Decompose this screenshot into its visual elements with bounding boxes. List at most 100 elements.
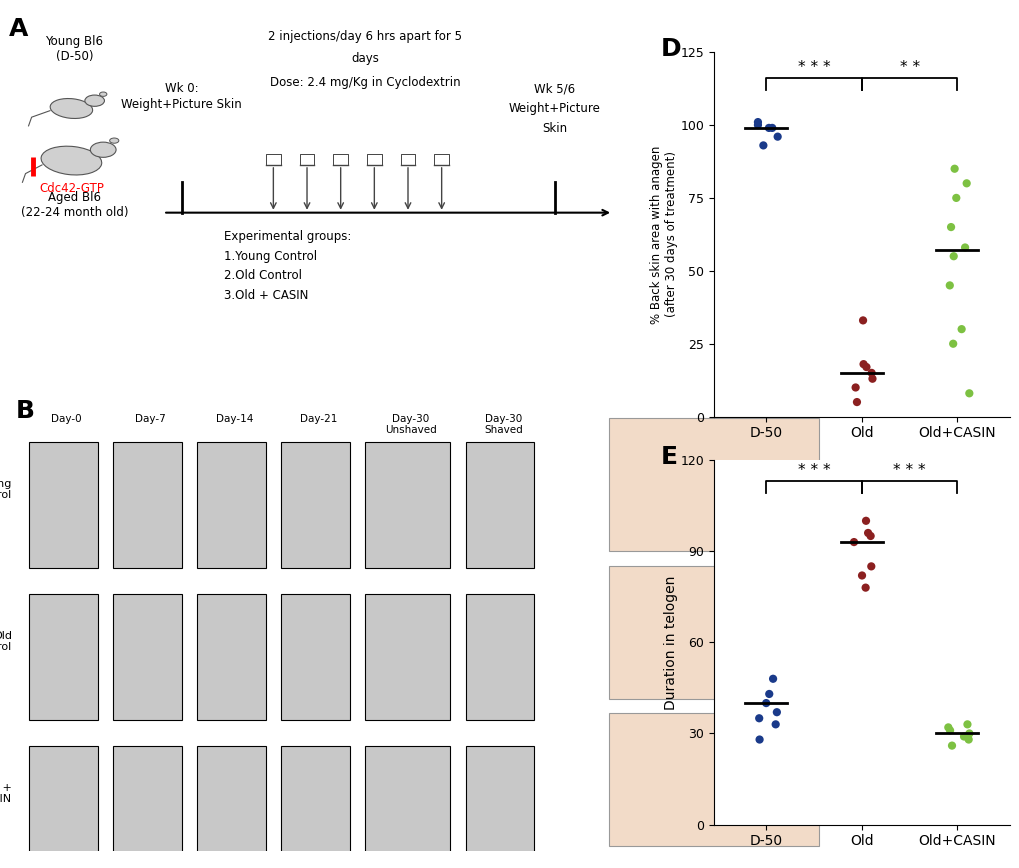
Bar	[280, 594, 350, 720]
Bar	[113, 594, 181, 720]
Point	[763, 121, 780, 135]
Point	[859, 526, 875, 540]
Point	[857, 360, 873, 374]
Ellipse shape	[91, 142, 116, 157]
Ellipse shape	[50, 99, 93, 118]
Text: Day-0: Day-0	[51, 413, 82, 424]
Text: * * *: * * *	[797, 61, 829, 76]
Point	[766, 717, 783, 731]
Text: B: B	[16, 399, 36, 424]
Point	[960, 733, 976, 746]
Text: A: A	[9, 17, 29, 42]
Bar	[465, 594, 534, 720]
Point	[941, 279, 957, 293]
Text: Old
Control: Old Control	[0, 631, 12, 653]
Text: * *: * *	[899, 61, 919, 76]
Text: Day-14: Day-14	[216, 413, 253, 424]
Point	[960, 386, 976, 400]
Point	[960, 727, 976, 740]
Bar	[113, 442, 181, 568]
Y-axis label: % Back skin area with anagen
(after 30 days of treatment): % Back skin area with anagen (after 30 d…	[649, 145, 677, 324]
Point	[953, 322, 969, 336]
Point	[750, 712, 766, 726]
Text: Day-30
Shaved: Day-30 Shaved	[484, 413, 523, 435]
Point	[764, 672, 781, 686]
Point	[855, 358, 871, 372]
Bar	[29, 746, 98, 868]
Bar	[280, 746, 350, 868]
Text: Dose: 2.4 mg/Kg in Cyclodextrin: Dose: 2.4 mg/Kg in Cyclodextrin	[270, 76, 460, 89]
Bar	[365, 442, 450, 568]
Text: 2.Old Control: 2.Old Control	[224, 269, 302, 282]
Text: Weight+Picture Skin: Weight+Picture Skin	[121, 98, 242, 111]
Point	[749, 115, 765, 129]
Point	[863, 366, 879, 380]
Bar	[608, 566, 818, 699]
Text: Day-21: Day-21	[300, 413, 337, 424]
Text: D: D	[660, 37, 681, 62]
Ellipse shape	[100, 92, 107, 96]
Bar	[197, 594, 265, 720]
Text: E: E	[660, 445, 677, 470]
Bar	[608, 418, 818, 551]
Bar	[113, 746, 181, 868]
Point	[847, 380, 863, 394]
Ellipse shape	[41, 146, 102, 175]
Point	[749, 118, 765, 132]
Point	[958, 717, 974, 731]
Point	[857, 514, 873, 528]
Text: 1.Young Control: 1.Young Control	[224, 250, 317, 262]
Y-axis label: Duration in telogen: Duration in telogen	[663, 575, 677, 709]
Point	[942, 220, 958, 234]
Point	[944, 337, 960, 351]
Text: Skin: Skin	[542, 122, 567, 135]
Text: Aged Bl6
(22-24 month old): Aged Bl6 (22-24 month old)	[20, 191, 128, 219]
Bar	[365, 746, 450, 868]
Text: 3.Old + CASIN: 3.Old + CASIN	[224, 288, 309, 301]
Bar	[197, 442, 265, 568]
Point	[948, 191, 964, 205]
Text: days: days	[351, 52, 379, 65]
Point	[768, 705, 785, 719]
Point	[751, 733, 767, 746]
Bar	[197, 746, 265, 868]
Point	[946, 161, 962, 175]
Ellipse shape	[85, 95, 104, 107]
Text: Old +
CASIN: Old + CASIN	[0, 783, 12, 805]
Point	[757, 696, 773, 710]
Text: Young
Control: Young Control	[0, 479, 12, 500]
Point	[857, 581, 873, 595]
Text: Day-30
Unshaved: Day-30 Unshaved	[385, 413, 436, 435]
Point	[853, 569, 869, 582]
Text: * * *: * * *	[893, 464, 925, 478]
Text: Wk 0:: Wk 0:	[165, 82, 198, 95]
Point	[848, 395, 864, 409]
Bar	[29, 442, 98, 568]
Bar	[465, 746, 534, 868]
Point	[945, 249, 961, 263]
Point	[943, 739, 959, 753]
Ellipse shape	[110, 138, 118, 143]
Point	[854, 313, 870, 327]
Bar	[280, 442, 350, 568]
Bar	[465, 442, 534, 568]
Point	[760, 121, 776, 135]
Text: Young Bl6
(D-50): Young Bl6 (D-50)	[46, 35, 103, 62]
Point	[940, 720, 956, 734]
Text: Weight+Picture: Weight+Picture	[508, 102, 600, 115]
Bar	[608, 713, 818, 846]
Point	[941, 724, 957, 738]
Text: Cdc42-GTP: Cdc42-GTP	[40, 182, 104, 195]
Point	[955, 729, 971, 743]
Point	[956, 240, 972, 254]
Text: Wk 5/6: Wk 5/6	[534, 82, 575, 95]
Text: Day-7: Day-7	[136, 413, 166, 424]
Point	[863, 372, 879, 385]
Text: * * *: * * *	[797, 464, 829, 478]
Point	[754, 139, 770, 153]
Text: Experimental groups:: Experimental groups:	[224, 230, 352, 243]
Point	[768, 129, 785, 143]
Point	[760, 687, 776, 701]
Point	[862, 560, 878, 574]
Bar	[365, 594, 450, 720]
